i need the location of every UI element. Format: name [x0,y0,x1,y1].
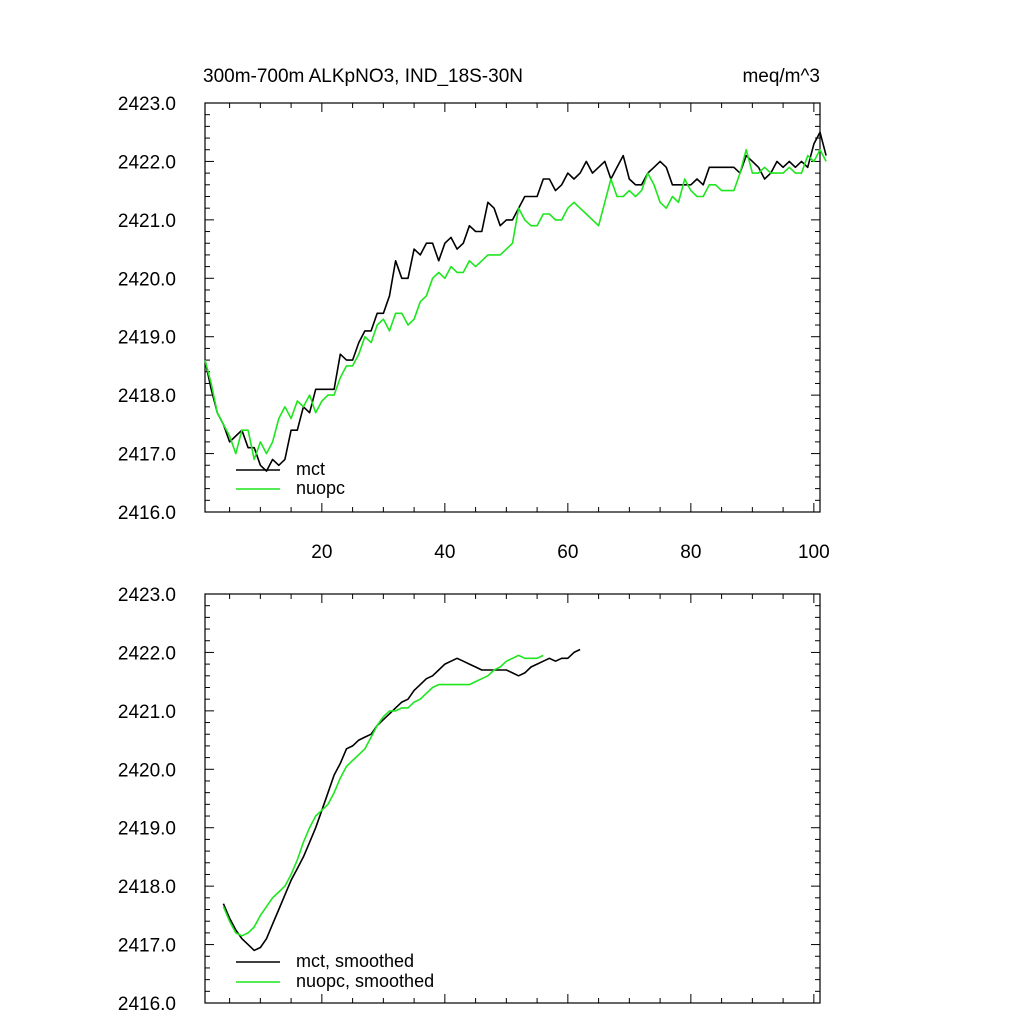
legend-label: nuopc, smoothed [296,971,434,991]
y-tick-label: 2418.0 [118,877,176,898]
x-tick-label: 100 [798,542,830,563]
y-tick-label: 2416.0 [118,994,176,1015]
y-tick-label: 2417.0 [118,936,176,957]
series-line-nuopc [204,148,827,461]
plot-frame [204,102,821,513]
y-tick-label: 2419.0 [118,819,176,840]
panel-smoothed: 2416.0 2417.0 2418.0 2419.0 2420.0 2421.0 2422… [118,585,821,1015]
series-line-mct-smoothed [222,648,581,952]
legend-label: mct [296,459,325,479]
series-line-nuopc-smoothed [222,654,544,937]
axis-ticks [205,593,820,1004]
plot-frame [204,593,821,1004]
y-tick-label: 2422.0 [118,152,176,173]
y-tick-label: 2422.0 [118,643,176,664]
x-tick-label: 20 [311,542,332,563]
chart-units: meq/m^3 [742,66,820,87]
x-tick-label: 60 [557,542,578,563]
axis-labels: 2416.0 2417.0 2418.0 2419.0 2420.0 2421.0 2422… [118,585,176,1015]
chart-title: 300m-700m ALKpNO3, IND_18S-30N [203,66,523,87]
legend-label: mct, smoothed [296,951,414,971]
y-tick-label: 2420.0 [118,269,176,290]
y-tick-label: 2419.0 [118,328,176,349]
y-tick-label: 2417.0 [118,445,176,466]
y-tick-label: 2420.0 [118,760,176,781]
y-tick-label: 2421.0 [118,211,176,232]
series-line-mct [204,131,827,472]
panel-raw: 2416.0 2417.0 2418.0 2419.0 2420.0 2421.0 2422… [118,94,830,563]
y-tick-label: 2416.0 [118,503,176,524]
y-tick-label: 2418.0 [118,386,176,407]
y-tick-label: 2423.0 [118,94,176,115]
x-tick-label: 40 [434,542,455,563]
series-lines [204,131,827,472]
y-tick-label: 2423.0 [118,585,176,606]
axis-labels: 2416.0 2417.0 2418.0 2419.0 2420.0 2421.0 2422… [118,94,830,563]
y-tick-label: 2421.0 [118,702,176,723]
series-lines [222,648,581,952]
x-tick-label: 80 [680,542,701,563]
axis-ticks [205,102,820,513]
legend-label: nuopc [296,478,345,498]
